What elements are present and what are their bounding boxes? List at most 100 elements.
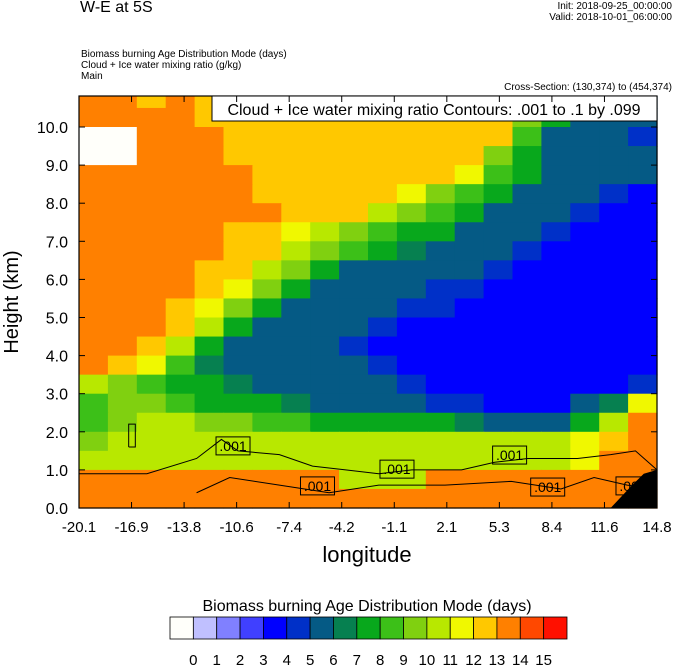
heatmap-cell bbox=[425, 469, 456, 490]
heatmap-cell bbox=[541, 260, 571, 280]
heatmap-cell bbox=[107, 184, 138, 204]
heatmap-cell bbox=[79, 450, 109, 471]
heatmap-cell bbox=[136, 127, 167, 147]
x-tick-label: 11.6 bbox=[590, 519, 618, 536]
x-tick-label: -10.6 bbox=[220, 519, 254, 536]
colorbar-title: Biomass burning Age Distribution Mode (d… bbox=[202, 598, 531, 615]
heatmap-cell bbox=[483, 165, 514, 185]
heatmap-cell bbox=[165, 488, 196, 509]
heatmap-cell bbox=[628, 127, 658, 147]
colorbar-label: 3 bbox=[259, 652, 267, 667]
heatmap-cell bbox=[425, 165, 456, 185]
x-axis: -20.1 -16.9 -13.8 -10.6 -7.4 -4.2 -1.1 2.1 5.3 8.… bbox=[62, 96, 672, 536]
heatmap-cell bbox=[454, 469, 485, 490]
heatmap-cell bbox=[252, 412, 282, 433]
heatmap-cell bbox=[541, 146, 571, 166]
heatmap-cell bbox=[368, 127, 398, 147]
colorbar-swatch bbox=[519, 616, 545, 640]
heatmap-cell bbox=[223, 260, 253, 280]
contour-label: .001 bbox=[534, 479, 561, 495]
heatmap-cell bbox=[310, 355, 340, 376]
heatmap-cell bbox=[281, 279, 311, 300]
heatmap-cell bbox=[223, 241, 253, 261]
heatmap-cell bbox=[281, 393, 311, 414]
heatmap-cell bbox=[339, 317, 369, 338]
plot-title: W-E at 5S bbox=[80, 0, 153, 16]
heatmap-cell bbox=[368, 393, 398, 414]
heatmap-cell bbox=[570, 241, 600, 261]
heatmap-cell bbox=[136, 450, 167, 471]
heatmap-cell bbox=[79, 203, 109, 223]
heatmap-cell bbox=[541, 431, 571, 452]
colorbar-label: 9 bbox=[399, 652, 407, 667]
heatmap-cell bbox=[570, 203, 600, 223]
heatmap-cell bbox=[339, 298, 369, 319]
heatmap-cell bbox=[252, 488, 282, 509]
heatmap-cell bbox=[570, 374, 600, 395]
heatmap-cell bbox=[396, 127, 427, 147]
heatmap-cell bbox=[368, 279, 398, 300]
heatmap-cell bbox=[541, 355, 571, 376]
heatmap-cell bbox=[425, 450, 456, 471]
heatmap-cell bbox=[281, 317, 311, 338]
heatmap-cell bbox=[570, 488, 600, 509]
heatmap-cell bbox=[165, 317, 196, 338]
heatmap-cell bbox=[512, 222, 542, 242]
heatmap-cell bbox=[512, 412, 542, 433]
heatmap-cell bbox=[107, 317, 138, 338]
heatmap-cell bbox=[483, 127, 514, 147]
heatmap-cell bbox=[425, 184, 456, 204]
heatmap-cell bbox=[339, 203, 369, 223]
x-tick-label: -16.9 bbox=[114, 519, 148, 536]
heatmap-cell bbox=[454, 317, 485, 338]
heatmap-cell bbox=[570, 298, 600, 319]
heatmap-cell bbox=[339, 184, 369, 204]
heatmap-cell bbox=[223, 355, 253, 376]
colorbar-label: 2 bbox=[236, 652, 244, 667]
heatmap-cell bbox=[454, 222, 485, 242]
heatmap-cell bbox=[252, 203, 282, 223]
heatmap-cell bbox=[541, 450, 571, 471]
heatmap-cell bbox=[165, 127, 196, 147]
heatmap-cell bbox=[339, 450, 369, 471]
heatmap-cell bbox=[79, 184, 109, 204]
heatmap-cell bbox=[396, 355, 427, 376]
heatmap-cell bbox=[165, 355, 196, 376]
heatmap-cell bbox=[570, 317, 600, 338]
y-tick-label: 8.0 bbox=[46, 196, 68, 213]
heatmap-cell bbox=[79, 374, 109, 395]
heatmap-cell bbox=[310, 260, 340, 280]
heatmap-cell bbox=[310, 393, 340, 414]
heatmap-cell bbox=[79, 317, 109, 338]
heatmap-cell bbox=[425, 336, 456, 357]
heatmap-cell bbox=[396, 431, 427, 452]
heatmap-cell bbox=[483, 488, 514, 509]
heatmap-cell bbox=[136, 260, 167, 280]
heatmap-cell bbox=[483, 393, 514, 414]
heatmap-cell bbox=[339, 469, 369, 490]
heatmap-cell bbox=[223, 450, 253, 471]
heatmap-cell bbox=[339, 127, 369, 147]
colorbar-swatch bbox=[216, 616, 241, 640]
heatmap-cell bbox=[628, 393, 658, 414]
heatmap-cell bbox=[512, 336, 542, 357]
heatmap-cell bbox=[107, 393, 138, 414]
heatmap-cell bbox=[483, 355, 514, 376]
heatmap-cell bbox=[281, 222, 311, 242]
heatmap-cell bbox=[454, 298, 485, 319]
y-tick-label: 9.0 bbox=[46, 158, 68, 175]
heatmap-cell bbox=[194, 469, 225, 490]
heatmap-cell bbox=[107, 260, 138, 280]
heatmap-cell bbox=[396, 336, 427, 357]
heatmap-cell bbox=[79, 336, 109, 357]
heatmap-cell bbox=[570, 393, 600, 414]
heatmap-cell bbox=[570, 469, 600, 490]
heatmap-cell bbox=[541, 317, 571, 338]
heatmap-cell bbox=[599, 450, 629, 471]
heatmap-cell bbox=[483, 241, 514, 261]
heatmap-cell bbox=[136, 165, 167, 185]
heatmap-cell bbox=[454, 488, 485, 509]
heatmap-cell bbox=[252, 431, 282, 452]
heatmap-cell bbox=[79, 107, 109, 128]
heatmap-cell bbox=[339, 412, 369, 433]
